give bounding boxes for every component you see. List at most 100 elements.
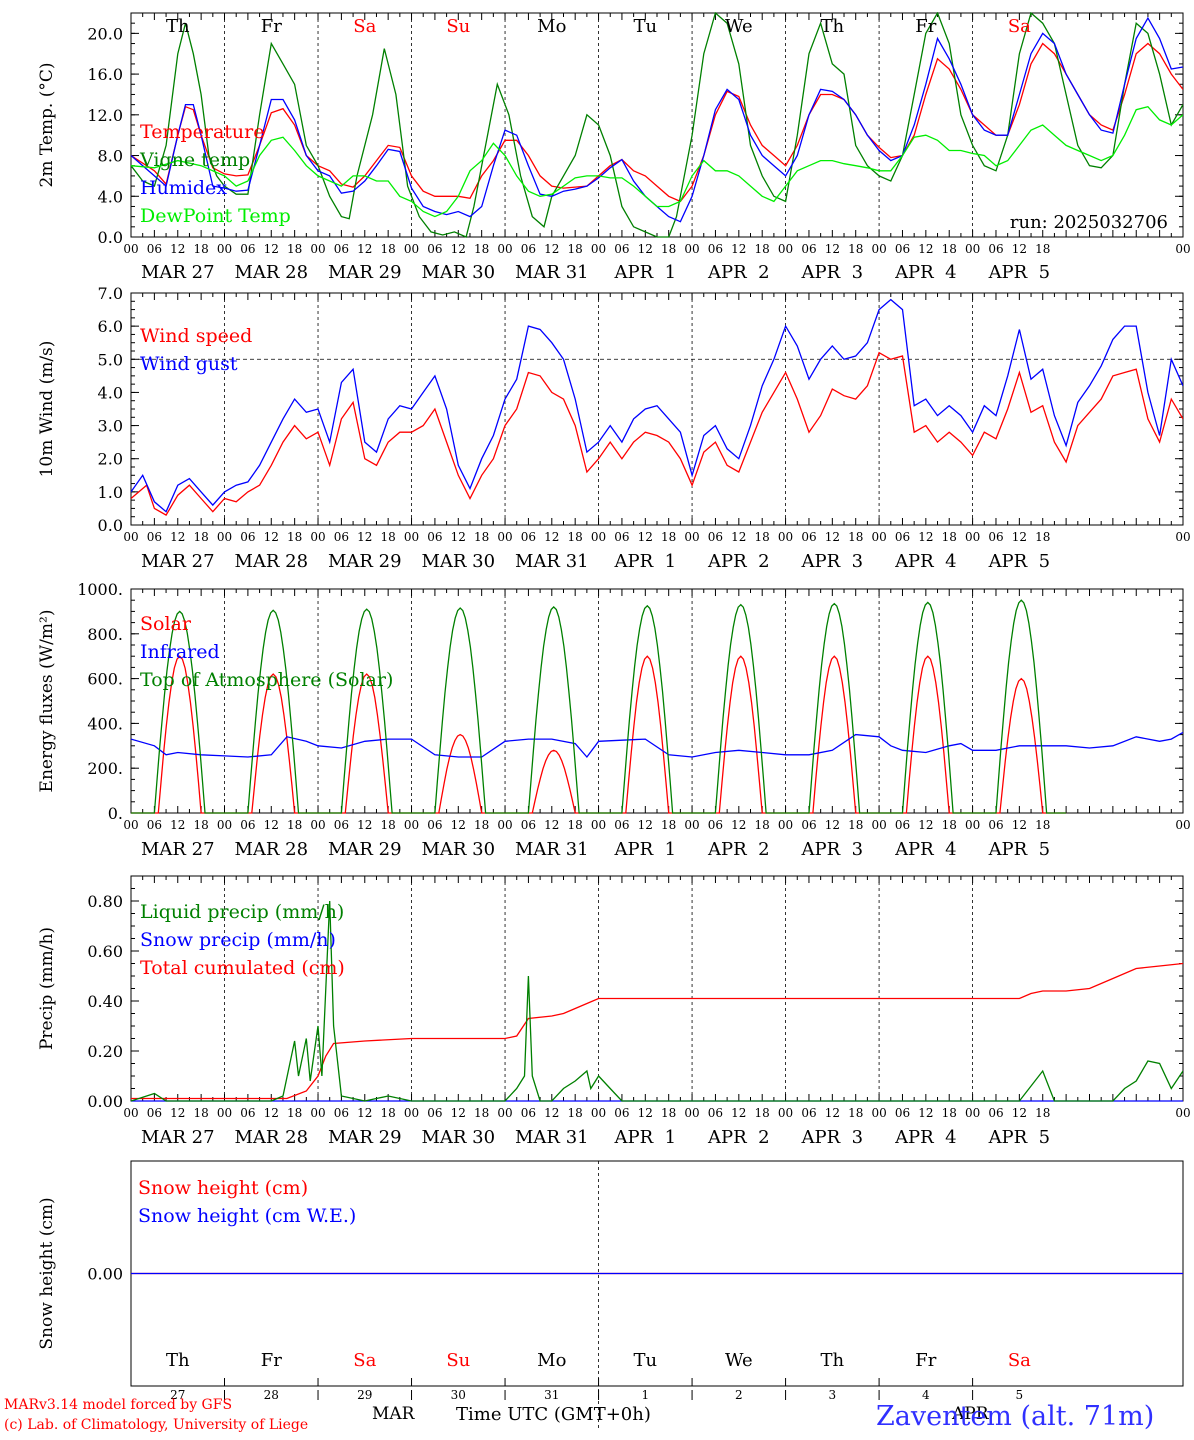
y-tick-label: 200. [87,759,123,778]
y-tick-label: 12.0 [87,106,123,125]
day-number: 28 [264,1388,279,1402]
date-label: APR 5 [988,1127,1051,1148]
day-name: Tu [634,1350,658,1371]
panel-5: 0.00 Snow height (cm) Snow height (cm) Snow… [37,1160,1184,1431]
hour-tick-label: 00 [217,530,232,544]
series-line-temperature [131,42,1183,203]
hour-tick-label: 06 [708,242,723,256]
date-label: APR 2 [707,551,770,572]
hour-tick-label: 18 [942,818,957,832]
hour-tick-label: 06 [334,818,349,832]
y-axis-label: 10m Wind (m/s) [37,341,57,478]
y-tick-label: 800. [87,625,123,644]
date-label: APR 3 [801,1127,864,1148]
hour-tick-label: 12 [825,818,840,832]
hour-tick-label: 18 [287,242,302,256]
hour-tick-label: 00 [497,242,512,256]
hour-tick-label: 00 [310,530,325,544]
hour-tick-label: 12 [264,1106,279,1120]
series-line-liquid-precip-mm-h- [131,900,1183,1102]
hour-tick-label: 00 [310,818,325,832]
hour-tick-label: 12 [170,818,185,832]
hour-tick-label: 18 [1035,1106,1050,1120]
hour-tick-label: 18 [755,242,770,256]
hour-tick-label: 00 [684,818,699,832]
legend-entry: Liquid precip (mm/h) [140,901,344,923]
day-number: 31 [544,1388,559,1402]
y-tick-label: 0.00 [87,1265,123,1284]
date-label: MAR 28 [234,551,308,572]
date-label: APR 1 [614,839,677,860]
run-label: run: 2025032706 [1010,212,1168,233]
hour-tick-label: 18 [381,1106,396,1120]
y-tick-label: 20.0 [87,24,123,43]
hour-tick-label: 12 [357,1106,372,1120]
date-label: MAR 31 [515,262,589,283]
hour-tick-label: 06 [427,242,442,256]
day-name: Fr [261,1350,282,1371]
hour-tick-label: 12 [544,818,559,832]
date-label: MAR 31 [515,839,589,860]
hour-tick-label: 00 [123,818,138,832]
hour-tick-label: 06 [988,242,1003,256]
hour-tick-label: 00 [778,818,793,832]
hour-tick-label: 12 [731,242,746,256]
y-tick-label: 5.0 [98,350,123,369]
date-label: MAR 30 [421,551,495,572]
hour-tick-label: 00 [310,242,325,256]
date-label: APR 5 [988,262,1051,283]
day-number: 3 [829,1388,837,1402]
y-tick-label: 0. [108,804,123,823]
hour-tick-label: 00 [497,530,512,544]
date-label: MAR 28 [234,262,308,283]
hour-tick-label: 06 [427,818,442,832]
date-label: APR 4 [894,262,957,283]
day-name: Sa [353,16,376,37]
hour-tick-label: 18 [848,530,863,544]
y-tick-label: 6.0 [98,317,123,336]
date-label: MAR 30 [421,1127,495,1148]
legend-entry: Temperature [140,121,264,143]
hour-tick-label: 06 [988,818,1003,832]
hour-tick-label: 00 [591,530,606,544]
hour-tick-label: 18 [1035,242,1050,256]
day-name: Sa [1008,16,1031,37]
credit-line-1: MARv3.14 model forced by GFS [4,1397,233,1413]
hour-tick-label: 00 [404,1106,419,1120]
series-line-infrared [131,731,1183,759]
series-line-vigne-temp [131,12,1183,238]
hour-tick-label: 18 [287,818,302,832]
hour-tick-label: 06 [801,1106,816,1120]
date-label: APR 1 [614,1127,677,1148]
hour-tick-label: 06 [801,818,816,832]
y-axis-label: Precip (mm/h) [37,927,57,1050]
hour-tick-label: 18 [193,818,208,832]
hour-tick-label: 18 [942,530,957,544]
hour-tick-label: 06 [147,530,162,544]
y-tick-label: 2.0 [98,450,123,469]
hour-tick-label: 06 [147,1106,162,1120]
hour-tick-label: 06 [521,530,536,544]
hour-tick-label: 12 [170,530,185,544]
hour-tick-label: 18 [1035,818,1050,832]
legend-entry: Snow height (cm) [138,1177,308,1199]
hour-tick-label: 12 [451,530,466,544]
y-tick-label: 7.0 [98,284,123,303]
hour-tick-label: 18 [193,530,208,544]
y-tick-label: 1000. [77,580,123,599]
hour-tick-label: 00 [591,1106,606,1120]
hour-tick-label: 06 [521,1106,536,1120]
hour-tick-label: 00 [871,818,886,832]
date-label: MAR 31 [515,1127,589,1148]
hour-tick-label: 18 [755,530,770,544]
hour-tick-label: 12 [1012,242,1027,256]
hour-tick-label: 18 [474,818,489,832]
legend-entry: Infrared [140,641,220,663]
day-number: 29 [357,1388,372,1402]
hour-tick-label: 18 [661,242,676,256]
y-tick-label: 0.80 [87,892,123,911]
date-label: MAR 29 [328,1127,402,1148]
hour-tick-label: 00 [591,242,606,256]
hour-tick-label: 18 [1035,530,1050,544]
hour-tick-label: 18 [193,242,208,256]
